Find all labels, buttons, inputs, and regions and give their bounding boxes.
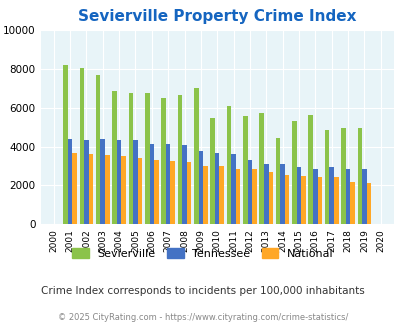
Bar bbox=[79, 68, 84, 224]
Bar bbox=[357, 128, 361, 224]
Bar bbox=[345, 169, 350, 224]
Bar bbox=[170, 160, 175, 224]
Bar bbox=[202, 166, 207, 224]
Bar bbox=[166, 144, 170, 224]
Bar bbox=[275, 138, 279, 224]
Bar bbox=[100, 139, 105, 224]
Bar bbox=[63, 65, 68, 224]
Bar bbox=[186, 162, 191, 224]
Bar bbox=[128, 93, 133, 224]
Bar bbox=[333, 177, 338, 224]
Bar bbox=[252, 170, 256, 224]
Bar bbox=[137, 158, 142, 224]
Bar bbox=[231, 154, 235, 224]
Text: © 2025 CityRating.com - https://www.cityrating.com/crime-statistics/: © 2025 CityRating.com - https://www.city… bbox=[58, 313, 347, 322]
Bar bbox=[121, 156, 126, 224]
Bar bbox=[149, 144, 154, 224]
Bar bbox=[177, 95, 182, 224]
Bar bbox=[161, 98, 166, 224]
Bar bbox=[284, 175, 289, 224]
Bar bbox=[247, 160, 252, 224]
Bar bbox=[117, 140, 121, 224]
Bar bbox=[154, 160, 158, 224]
Bar bbox=[182, 145, 186, 224]
Title: Sevierville Property Crime Index: Sevierville Property Crime Index bbox=[78, 9, 356, 24]
Bar bbox=[105, 155, 109, 224]
Legend: Sevierville, Tennessee, National: Sevierville, Tennessee, National bbox=[68, 244, 337, 263]
Bar bbox=[350, 182, 354, 224]
Bar bbox=[194, 88, 198, 224]
Bar bbox=[88, 154, 93, 224]
Bar bbox=[296, 167, 301, 224]
Bar bbox=[259, 114, 263, 224]
Bar bbox=[84, 140, 88, 224]
Bar bbox=[312, 170, 317, 224]
Bar bbox=[68, 139, 72, 224]
Bar bbox=[317, 177, 322, 224]
Bar bbox=[291, 121, 296, 224]
Bar bbox=[133, 140, 137, 224]
Bar bbox=[214, 153, 219, 224]
Bar bbox=[301, 176, 305, 224]
Bar bbox=[243, 116, 247, 224]
Bar bbox=[324, 130, 328, 224]
Bar bbox=[112, 91, 117, 224]
Bar bbox=[366, 182, 370, 224]
Bar bbox=[226, 106, 231, 224]
Bar bbox=[263, 164, 268, 224]
Bar bbox=[308, 115, 312, 224]
Bar bbox=[219, 166, 224, 224]
Bar bbox=[145, 93, 149, 224]
Text: Crime Index corresponds to incidents per 100,000 inhabitants: Crime Index corresponds to incidents per… bbox=[41, 286, 364, 296]
Bar bbox=[340, 128, 345, 224]
Bar bbox=[96, 76, 100, 224]
Bar bbox=[235, 169, 240, 224]
Bar bbox=[72, 153, 77, 224]
Bar bbox=[268, 172, 273, 224]
Bar bbox=[361, 170, 366, 224]
Bar bbox=[279, 164, 284, 224]
Bar bbox=[210, 118, 214, 224]
Bar bbox=[198, 151, 202, 224]
Bar bbox=[328, 167, 333, 224]
